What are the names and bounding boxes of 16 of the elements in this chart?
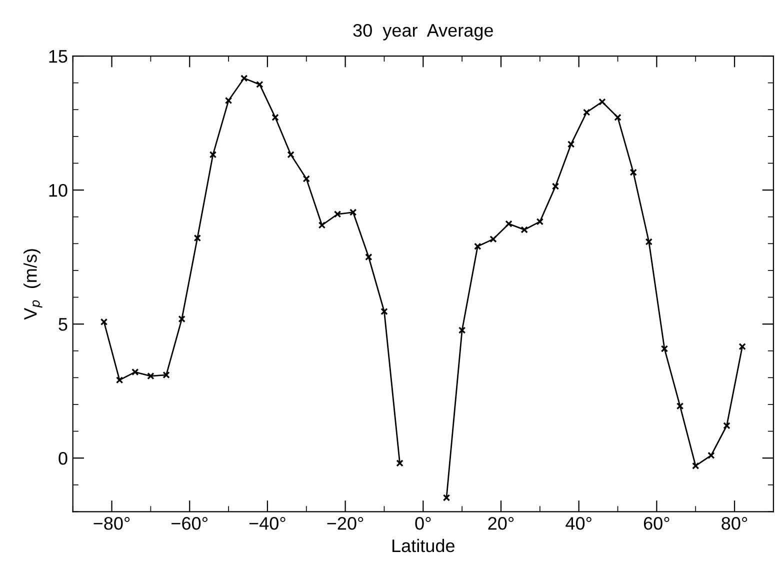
y-tick-label: 15 — [49, 50, 68, 63]
x-tick-label: 0° — [415, 517, 431, 530]
x-axis-title: Latitude — [392, 538, 454, 552]
chart-title: 30 year Average — [353, 24, 493, 40]
y-tick-label: 0 — [58, 452, 68, 465]
x-tick-label: −40° — [249, 517, 286, 530]
x-tick-label: −60° — [172, 517, 208, 530]
x-tick-label: 80° — [722, 517, 748, 530]
y-axis-title: V$_{p}$ (m/s) — [24, 249, 42, 320]
y-tick-label: 10 — [49, 184, 68, 197]
x-tick-label: 20° — [488, 517, 514, 530]
y-tick-label: 5 — [58, 318, 68, 331]
x-tick-label: 60° — [644, 517, 670, 530]
x-tick-label: −80° — [94, 517, 130, 530]
x-tick-label: −20° — [327, 517, 364, 530]
x-tick-label: 40° — [566, 517, 592, 530]
